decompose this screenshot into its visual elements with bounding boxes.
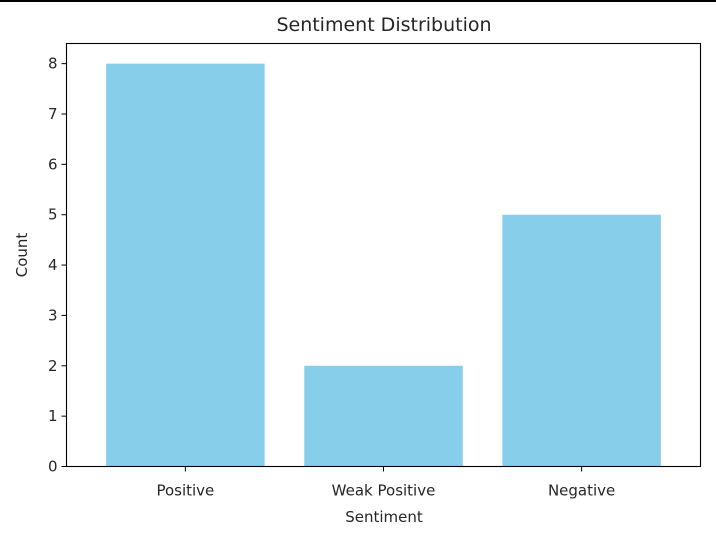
y-axis-ticks: 0 1 2 3 4 5 6 7 8 [48, 55, 67, 476]
chart-title: Sentiment Distribution [276, 14, 491, 36]
bar-positive [106, 63, 265, 467]
x-tick-label: Negative [548, 482, 615, 500]
y-tick-label: 7 [48, 105, 58, 123]
y-tick-label: 0 [48, 458, 58, 476]
plot-frame [65, 42, 702, 468]
y-tick-label: 6 [48, 155, 58, 173]
y-tick-label: 4 [48, 256, 58, 274]
x-axis-label: Sentiment [345, 508, 423, 526]
y-tick-label: 8 [48, 55, 58, 73]
window-top-border [0, 0, 716, 2]
y-tick-label: 5 [48, 206, 58, 224]
x-axis-ticks: Positive Weak Positive Negative [156, 466, 615, 500]
y-tick-label: 3 [48, 306, 58, 324]
y-tick-label: 2 [48, 357, 58, 375]
y-tick-label: 1 [48, 407, 58, 425]
bars-group [106, 63, 661, 467]
y-axis-label: Count [13, 233, 31, 278]
bar-weak-positive [304, 365, 463, 467]
bar-negative [502, 214, 661, 467]
x-tick-label: Positive [156, 482, 214, 500]
x-tick-label: Weak Positive [332, 482, 436, 500]
